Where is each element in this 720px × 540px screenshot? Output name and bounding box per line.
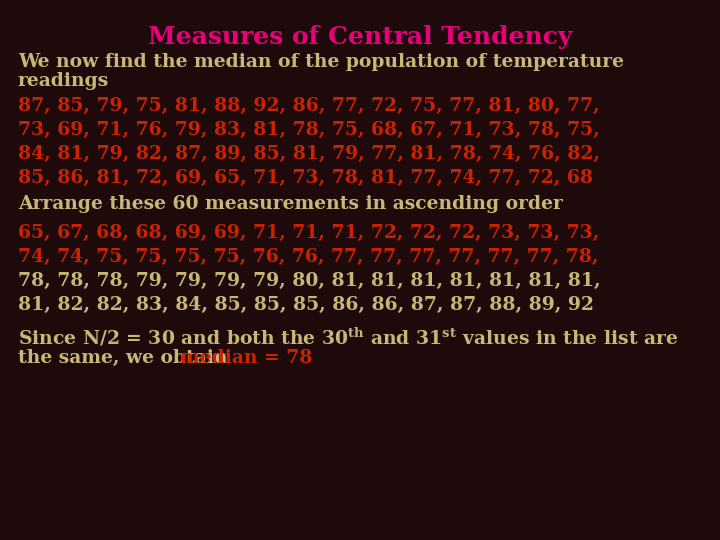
- Text: 84, 81, 79, 82, 87, 89, 85, 81, 79, 77, 81, 78, 74, 76, 82,: 84, 81, 79, 82, 87, 89, 85, 81, 79, 77, …: [18, 145, 600, 163]
- Text: 74, 74, 75, 75, 75, 75, 76, 76, 77, 77, 77, 77, 77, 77, 78,: 74, 74, 75, 75, 75, 75, 76, 76, 77, 77, …: [18, 248, 598, 266]
- Text: Arrange these 60 measurements in ascending order: Arrange these 60 measurements in ascendi…: [18, 195, 563, 213]
- Text: 78, 78, 78, 79, 79, 79, 79, 80, 81, 81, 81, 81, 81, 81, 81,: 78, 78, 78, 79, 79, 79, 79, 80, 81, 81, …: [18, 272, 600, 290]
- Text: 85, 86, 81, 72, 69, 65, 71, 73, 78, 81, 77, 74, 77, 72, 68: 85, 86, 81, 72, 69, 65, 71, 73, 78, 81, …: [18, 169, 593, 187]
- Text: 73, 69, 71, 76, 79, 83, 81, 78, 75, 68, 67, 71, 73, 78, 75,: 73, 69, 71, 76, 79, 83, 81, 78, 75, 68, …: [18, 121, 600, 139]
- Text: the same, we obtain: the same, we obtain: [18, 349, 234, 367]
- Text: 81, 82, 82, 83, 84, 85, 85, 85, 86, 86, 87, 87, 88, 89, 92: 81, 82, 82, 83, 84, 85, 85, 85, 86, 86, …: [18, 296, 594, 314]
- Text: We now find the median of the population of temperature: We now find the median of the population…: [18, 53, 624, 71]
- Text: 87, 85, 79, 75, 81, 88, 92, 86, 77, 72, 75, 77, 81, 80, 77,: 87, 85, 79, 75, 81, 88, 92, 86, 77, 72, …: [18, 97, 600, 115]
- Text: median = 78: median = 78: [180, 349, 312, 367]
- Text: Measures of Central Tendency: Measures of Central Tendency: [148, 25, 572, 49]
- Text: Since N/2 = 30 and both the 30$^{\mathregular{th}}$ and 31$^{\mathregular{st}}$ : Since N/2 = 30 and both the 30$^{\mathre…: [18, 325, 678, 348]
- Text: readings: readings: [18, 72, 109, 90]
- Text: 65, 67, 68, 68, 69, 69, 71, 71, 71, 72, 72, 72, 73, 73, 73,: 65, 67, 68, 68, 69, 69, 71, 71, 71, 72, …: [18, 224, 599, 242]
